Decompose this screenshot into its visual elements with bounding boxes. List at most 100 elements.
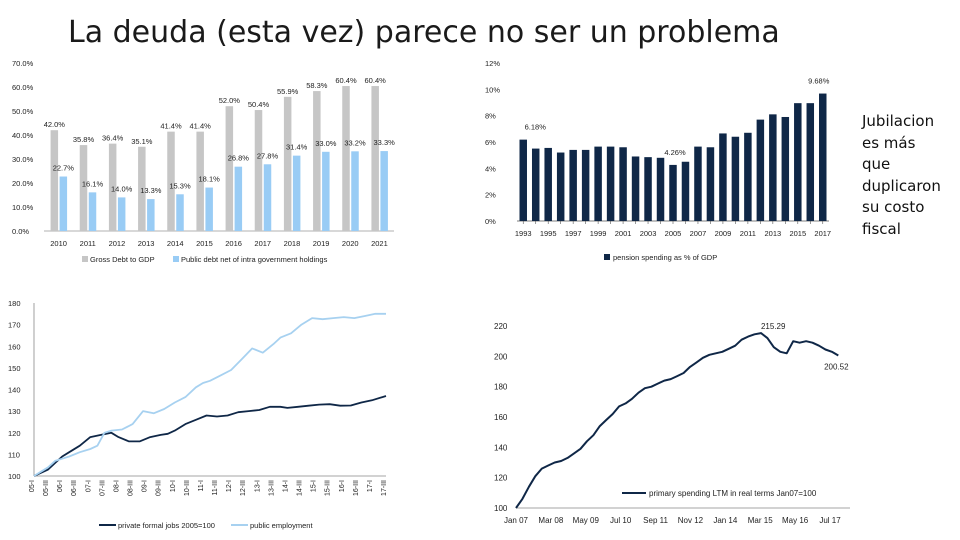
side-note-line: duplicaron: [862, 176, 941, 195]
x-tick-label: 2007: [690, 229, 707, 238]
x-tick-label: 1997: [565, 229, 582, 238]
spending-chart: 220 200 180 160 140 120 100 Jan 07 Mar 08 May 09 J…: [486, 318, 856, 528]
pension-bar: [519, 139, 527, 221]
x-tick-label: 05-I: [29, 480, 36, 492]
data-label: 18.1%: [199, 175, 221, 184]
slide-title: La deuda (esta vez) parece no ser un pro…: [68, 15, 780, 50]
gross-debt-bar: [167, 131, 175, 231]
x-tick-label: 1999: [590, 229, 607, 238]
y-tick-label: 100: [494, 504, 508, 513]
x-tick-label: Mar 15: [748, 516, 773, 525]
legend-label: private formal jobs 2005=100: [118, 521, 215, 530]
y-tick-label: 200: [494, 352, 508, 361]
x-tick-label: 1995: [540, 229, 557, 238]
data-label: 36.4%: [102, 134, 124, 143]
x-tick-label: Jan 14: [713, 516, 738, 525]
x-tick-label: 2009: [715, 229, 732, 238]
data-label: 52.0%: [219, 96, 241, 105]
x-tick-label: 2005: [665, 229, 682, 238]
legend-swatch: [173, 256, 179, 262]
x-tick-label: 2014: [167, 239, 184, 248]
pension-bar: [656, 157, 665, 221]
x-tick-label: Sep 11: [643, 516, 668, 525]
x-tick-label: 05-III: [43, 480, 50, 496]
legend-label: primary spending LTM in real terms Jan07…: [649, 489, 817, 498]
x-tick-label: 14-III: [297, 480, 304, 496]
gross-debt-bar: [225, 106, 234, 231]
x-tick-label: 07-I: [85, 480, 92, 492]
pension-bar: [619, 147, 627, 221]
pension-bar: [569, 149, 577, 221]
y-tick-label: 110: [8, 450, 20, 459]
y-tick-label: 12%: [485, 59, 500, 68]
pension-bar: [544, 147, 552, 221]
pension-bar: [631, 156, 640, 221]
pension-chart: 12% 10% 8% 6% 4% 2% 0% 1993 1995 1997 1999 2001 2003…: [483, 55, 841, 268]
data-label: 35.1%: [131, 137, 153, 146]
x-tick-label: 13-I: [254, 480, 261, 492]
pension-bar: [681, 161, 690, 221]
pension-bar: [769, 114, 777, 221]
side-note-line: Jubilacion: [862, 112, 935, 130]
gross-debt-bar: [138, 146, 146, 231]
public-debt-bar: [205, 187, 213, 231]
data-label: 55.9%: [277, 87, 299, 96]
side-note: Jubilacion es más que duplicaron su cost…: [862, 111, 958, 240]
x-tick-label: 2013: [764, 229, 781, 238]
data-label: 58.3%: [306, 81, 328, 90]
x-tick-label: 2011: [80, 239, 96, 248]
legend-label: public employment: [250, 521, 313, 530]
x-tick-label: 08-I: [113, 480, 120, 492]
x-tick-label: 2015: [789, 229, 806, 238]
pension-bar: [606, 146, 615, 221]
gross-debt-bar: [371, 86, 379, 231]
x-tick-label: 09-III: [156, 480, 163, 496]
data-label: 41.4%: [160, 122, 182, 131]
pension-bar: [756, 119, 765, 221]
x-tick-label: 2019: [313, 239, 330, 248]
pension-bar: [794, 103, 802, 221]
y-tick-label: 0.0%: [12, 227, 29, 236]
x-tick-label: 2017: [254, 239, 271, 248]
data-label: 16.1%: [82, 179, 104, 188]
public-employment-line: [33, 312, 386, 477]
data-label: 22.7%: [53, 164, 75, 173]
y-tick-label: 130: [8, 407, 21, 416]
gross-debt-bar: [108, 143, 117, 231]
data-label: 9.68%: [808, 77, 830, 86]
gross-debt-bar: [313, 91, 321, 231]
jobs-chart: 180 170 160 150 140 130 120 110 100 05-I 05-III 06-…: [4, 296, 390, 537]
public-debt-bar: [322, 151, 330, 231]
x-tick-label: 08-III: [128, 480, 135, 496]
data-label: 14.0%: [111, 184, 133, 193]
x-tick-label: 2018: [284, 239, 301, 248]
x-tick-label: 2016: [225, 239, 242, 248]
y-tick-label: 140: [494, 443, 508, 452]
data-label: 6.18%: [525, 123, 547, 132]
public-debt-bar: [351, 151, 359, 231]
x-tick-label: 07-III: [99, 480, 106, 496]
public-debt-bar: [263, 164, 272, 231]
data-label: 31.4%: [286, 143, 308, 152]
x-tick-label: 12-I: [226, 480, 233, 492]
pension-bar: [581, 149, 590, 221]
data-label: 33.0%: [315, 139, 337, 148]
x-tick-label: 12-III: [240, 480, 247, 496]
pension-bar: [594, 146, 602, 221]
pension-bar: [719, 133, 727, 221]
y-tick-label: 180: [8, 299, 21, 308]
x-tick-label: Jan 07: [504, 516, 529, 525]
y-tick-label: 50.0%: [12, 107, 34, 116]
x-tick-label: 2010: [50, 239, 67, 248]
pension-bar: [531, 148, 540, 221]
x-tick-label: 14-I: [282, 480, 289, 492]
gross-debt-bar: [283, 96, 292, 231]
primary-spending-line: [515, 332, 839, 509]
x-tick-label: 09-I: [142, 480, 149, 492]
legend-label: Public debt net of intra government hold…: [181, 255, 328, 264]
x-tick-label: 17-I: [367, 480, 374, 492]
public-debt-bar: [88, 192, 97, 231]
public-debt-bar: [292, 155, 301, 231]
x-tick-label: 16-III: [353, 480, 360, 496]
y-tick-label: 60.0%: [12, 83, 34, 92]
